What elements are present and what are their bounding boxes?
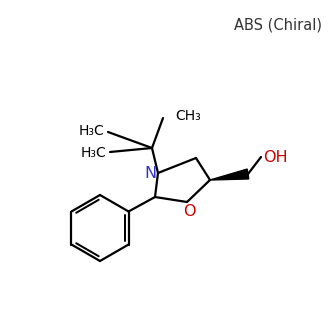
Text: ABS (Chiral): ABS (Chiral) [234, 18, 322, 33]
Text: CH₃: CH₃ [175, 109, 201, 123]
Text: O: O [183, 203, 195, 218]
Polygon shape [210, 169, 249, 180]
Text: OH: OH [263, 150, 287, 165]
Text: H₃C: H₃C [80, 146, 106, 160]
Text: H₃C: H₃C [78, 124, 104, 138]
Text: N: N [144, 166, 156, 181]
